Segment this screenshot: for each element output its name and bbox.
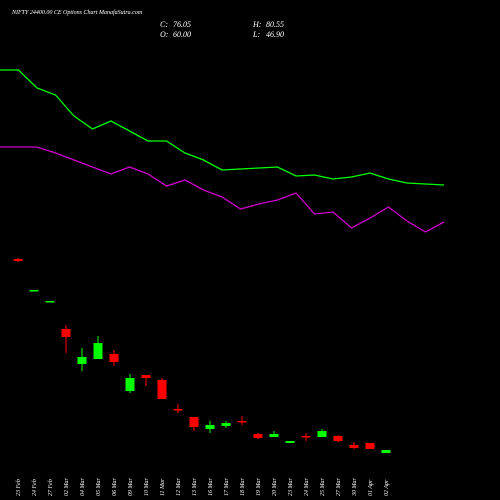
candle-body — [285, 441, 295, 443]
x-tick-label: 23 Mar — [288, 478, 294, 496]
stat-label: H: — [252, 20, 262, 29]
candle-body — [77, 357, 87, 364]
x-tick-label: 11 Mar — [160, 478, 166, 496]
candle-body — [269, 434, 279, 437]
x-tick-label: 12 Mar — [176, 478, 182, 496]
candle-body — [221, 423, 231, 426]
candle-body — [109, 354, 119, 362]
candle-body — [125, 378, 135, 391]
stats: C: 76.05 H: 80.55 O: 60.00 L: 46.90 — [160, 20, 284, 39]
candle-body — [381, 450, 391, 453]
candle-body — [189, 417, 199, 427]
stat-value: 46.90 — [266, 30, 284, 39]
x-tick-label: 10 Mar — [144, 478, 150, 496]
candle-body — [13, 259, 23, 261]
candle-body — [173, 409, 183, 411]
x-tick-label: 23 Feb — [16, 479, 22, 496]
stat-value: 76.05 — [173, 20, 191, 29]
candle-body — [157, 380, 167, 399]
x-tick-label: 06 Mar — [112, 478, 118, 496]
line — [0, 69, 445, 186]
stat-label: O: — [160, 30, 169, 39]
candle-body — [93, 343, 103, 359]
x-tick-label: 18 Mar — [240, 478, 246, 496]
candle-body — [45, 301, 55, 303]
candle-body — [365, 443, 375, 449]
x-tick-label: 09 Mar — [128, 478, 134, 496]
x-tick-label: 13 Mar — [192, 478, 198, 496]
candle-body — [205, 425, 215, 429]
chart-title: NIFTY 24400.00 CE Options Chart ManafaSu… — [11, 9, 143, 16]
candle-body — [333, 436, 343, 441]
x-tick-label: 25 Mar — [320, 478, 326, 496]
stat-label: C: — [160, 20, 168, 29]
x-tick-label: 27 Feb — [48, 479, 54, 496]
x-tick-label: 02 Apr — [384, 479, 390, 496]
candle-body — [237, 421, 247, 423]
x-tick-label: 27 Mar — [336, 478, 342, 496]
stat-label: L: — [252, 30, 260, 39]
x-tick-label: 30 Mar — [352, 478, 358, 497]
x-tick-label: 24 Feb — [31, 479, 38, 496]
x-tick-label: 01 Apr — [368, 479, 374, 496]
x-tick-label: 24 Mar — [303, 478, 310, 496]
x-tick-label: 20 Mar — [272, 478, 278, 496]
x-tick-label: 19 Mar — [256, 478, 262, 496]
candle-body — [141, 375, 151, 378]
candle-body — [61, 329, 71, 337]
candle-body — [301, 436, 311, 438]
stat-value: 60.00 — [173, 30, 191, 39]
stat-value: 80.55 — [266, 20, 284, 29]
line — [0, 146, 445, 233]
x-tick-label: 02 Mar — [64, 478, 70, 496]
candle-body — [29, 290, 39, 292]
x-tick-label: 16 Mar — [208, 478, 214, 496]
candle-body — [253, 434, 263, 438]
x-tick-label: 05 Mar — [96, 478, 102, 496]
candle-body — [317, 431, 327, 437]
x-tick-label: 04 Mar — [79, 478, 86, 496]
x-tick-label: 17 Mar — [224, 478, 230, 496]
candle-body — [349, 445, 359, 448]
